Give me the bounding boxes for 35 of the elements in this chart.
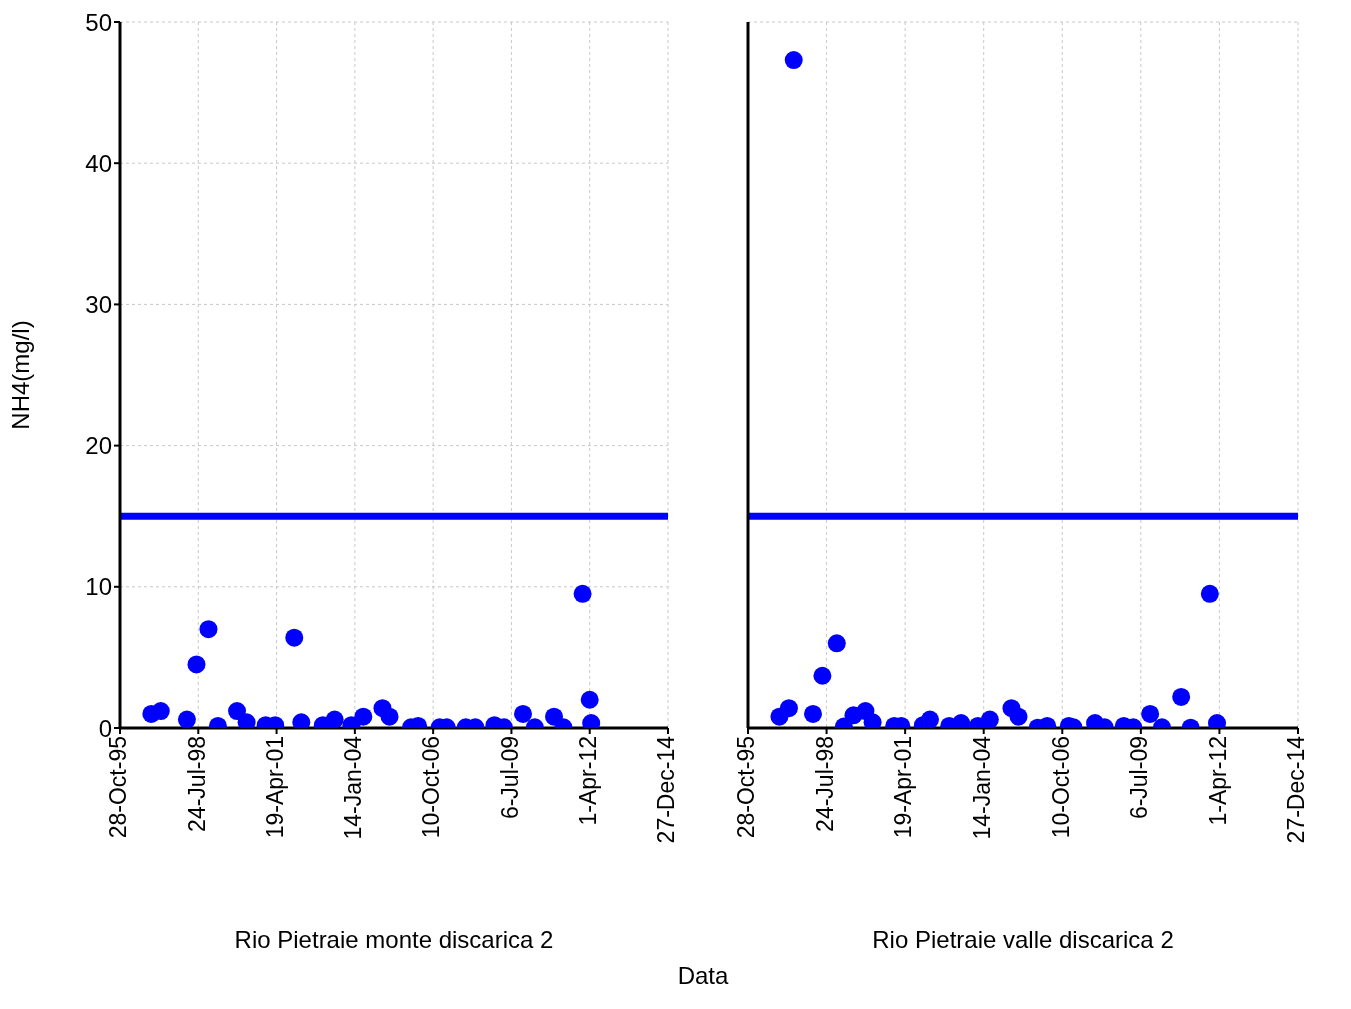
x-tick-label: 27-Dec-14 bbox=[1283, 735, 1310, 844]
text: Data bbox=[676, 962, 730, 990]
x-tick-label: 1-Apr-12 bbox=[1204, 736, 1231, 826]
x-tick-label: 27-Dec-14 bbox=[653, 735, 680, 844]
y-tick-label: 20 bbox=[85, 432, 112, 460]
point bbox=[813, 666, 832, 685]
x-tick-label: 19-Apr-01 bbox=[261, 736, 288, 839]
point bbox=[980, 710, 999, 728]
point bbox=[1009, 707, 1028, 726]
y-tick-label: 30 bbox=[85, 290, 112, 318]
x-tick-label: 14-Jan-04 bbox=[340, 735, 367, 840]
x-tick-label: 6-Jul-09 bbox=[1126, 736, 1153, 820]
x-tick-label: 14-Jan-04 bbox=[969, 735, 996, 840]
x-axis-title: Rio Pietraie monte discarica 2 bbox=[234, 926, 554, 953]
x-tick-label: 6-Jul-09 bbox=[496, 736, 523, 820]
point bbox=[803, 704, 822, 723]
x-tick-label: 10-Oct-06 bbox=[1047, 736, 1074, 839]
y-tick-label: 50 bbox=[85, 8, 112, 36]
point bbox=[784, 51, 803, 70]
point bbox=[827, 634, 846, 653]
x-axis-title: Rio Pietraie valle discarica 2 bbox=[872, 926, 1174, 953]
point bbox=[1172, 687, 1191, 706]
y-axis-title: NH4(mg/l) bbox=[6, 320, 34, 430]
x-tick-label: 24-Jul-98 bbox=[811, 736, 838, 832]
y-tick-label: 40 bbox=[85, 149, 112, 177]
point bbox=[1200, 584, 1219, 603]
x-tick-label: 28-Oct-95 bbox=[105, 736, 132, 839]
x-tick-label: 1-Apr-12 bbox=[575, 736, 602, 826]
x-tick-label: 28-Oct-95 bbox=[733, 736, 760, 839]
x-tick-label: 19-Apr-01 bbox=[890, 736, 917, 839]
y-tick-label: 10 bbox=[85, 573, 112, 601]
point bbox=[920, 710, 939, 728]
x-tick-label: 10-Oct-06 bbox=[418, 736, 445, 839]
x-tick-label: 24-Jul-98 bbox=[183, 736, 210, 832]
point bbox=[1141, 704, 1160, 723]
